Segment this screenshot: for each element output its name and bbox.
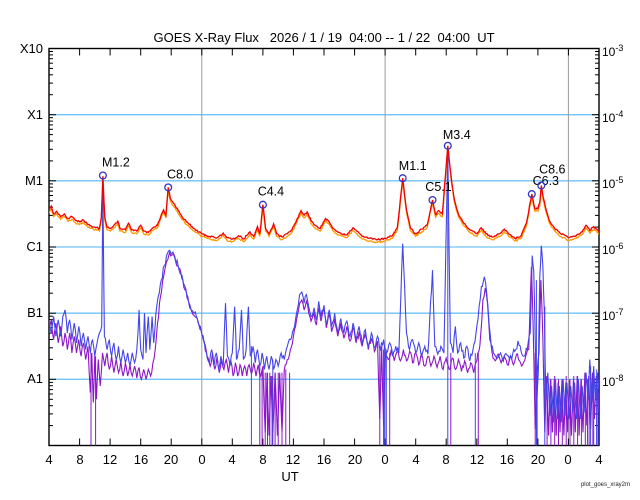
series-layer xyxy=(49,145,599,446)
y-axis-flux-label: 10-7 xyxy=(602,307,624,323)
x-axis-tick-label: 12 xyxy=(102,452,118,467)
exponent: -7 xyxy=(615,307,624,317)
x-axis-tick-label: 0 xyxy=(381,452,389,467)
plot-frame xyxy=(48,47,600,447)
flare-peak-marker xyxy=(428,195,437,205)
x-axis-tick-label: 20 xyxy=(163,452,179,467)
y-axis-class-label: A1 xyxy=(27,371,43,386)
chart-title: GOES X-Ray Flux 2026 / 1 / 19 04:00 -- 1… xyxy=(153,30,495,45)
y-axis-class-label: B1 xyxy=(27,305,43,320)
x-axis-tick-label: 16 xyxy=(499,452,515,467)
flare-peak-marker xyxy=(164,183,173,192)
y-axis-flux-label: 10-8 xyxy=(602,373,624,389)
exponent: -4 xyxy=(615,109,624,119)
y-axis-flux-label: 10-3 xyxy=(602,43,624,59)
x-axis-tick-label: 4 xyxy=(412,452,420,467)
watermark: plot_goes_xray2m xyxy=(580,482,630,488)
x-axis-tick-label: 8 xyxy=(76,452,84,467)
exponent: -6 xyxy=(615,241,624,251)
x-axis-tick-label: 16 xyxy=(133,452,149,467)
flare-label: C6.3 xyxy=(533,174,559,188)
flare-peak-marker xyxy=(537,181,546,190)
x-axis-tick-label: 12 xyxy=(285,452,301,467)
x-axis-title: UT xyxy=(281,469,299,484)
x-axis-tick-label: 20 xyxy=(530,452,546,467)
flare-peak-marker xyxy=(258,200,267,209)
series-short-secondary xyxy=(49,250,599,436)
y-axis-class-label: X10 xyxy=(19,41,43,56)
flare-label: C5.1 xyxy=(425,180,451,194)
x-axis-tick-label: 0 xyxy=(564,452,572,467)
x-axis-tick-label: 16 xyxy=(316,452,332,467)
x-axis-tick-label: 8 xyxy=(442,452,450,467)
flare-label: M1.2 xyxy=(102,156,130,170)
flare-peak-marker xyxy=(398,174,407,183)
y-axis-class-label: X1 xyxy=(27,107,43,122)
y-axis-class-label: M1 xyxy=(24,173,43,188)
y-axis-class-label: C1 xyxy=(26,239,43,254)
series-long-primary xyxy=(49,145,599,241)
y-axis-flux-label: 10-4 xyxy=(602,109,624,125)
flare-peak-marker xyxy=(443,141,452,150)
y-axis-flux-label: 10-6 xyxy=(602,241,624,257)
x-axis-tick-label: 0 xyxy=(198,452,206,467)
x-axis-tick-label: 4 xyxy=(228,452,236,467)
exponent: -3 xyxy=(615,43,624,53)
flare-peak-marker xyxy=(527,190,536,199)
flare-label: M1.1 xyxy=(399,159,427,173)
x-axis-tick-label: 12 xyxy=(469,452,485,467)
x-axis-tick-label: 20 xyxy=(347,452,363,467)
flare-label: C4.4 xyxy=(258,185,284,199)
flare-label: C8.6 xyxy=(539,163,565,177)
exponent: -8 xyxy=(615,373,624,383)
y-axis-flux-label: 10-5 xyxy=(602,175,624,191)
x-axis-tick-label: 4 xyxy=(45,452,53,467)
exponent: -5 xyxy=(615,175,624,185)
x-axis-tick-label: 8 xyxy=(259,452,267,467)
flare-label: M3.4 xyxy=(443,128,471,142)
x-axis-tick-label: 4 xyxy=(595,452,603,467)
series-long-secondary xyxy=(49,148,599,244)
series-short-primary xyxy=(49,151,599,423)
flare-label: C8.0 xyxy=(167,167,193,181)
flare-peak-marker xyxy=(98,171,107,180)
